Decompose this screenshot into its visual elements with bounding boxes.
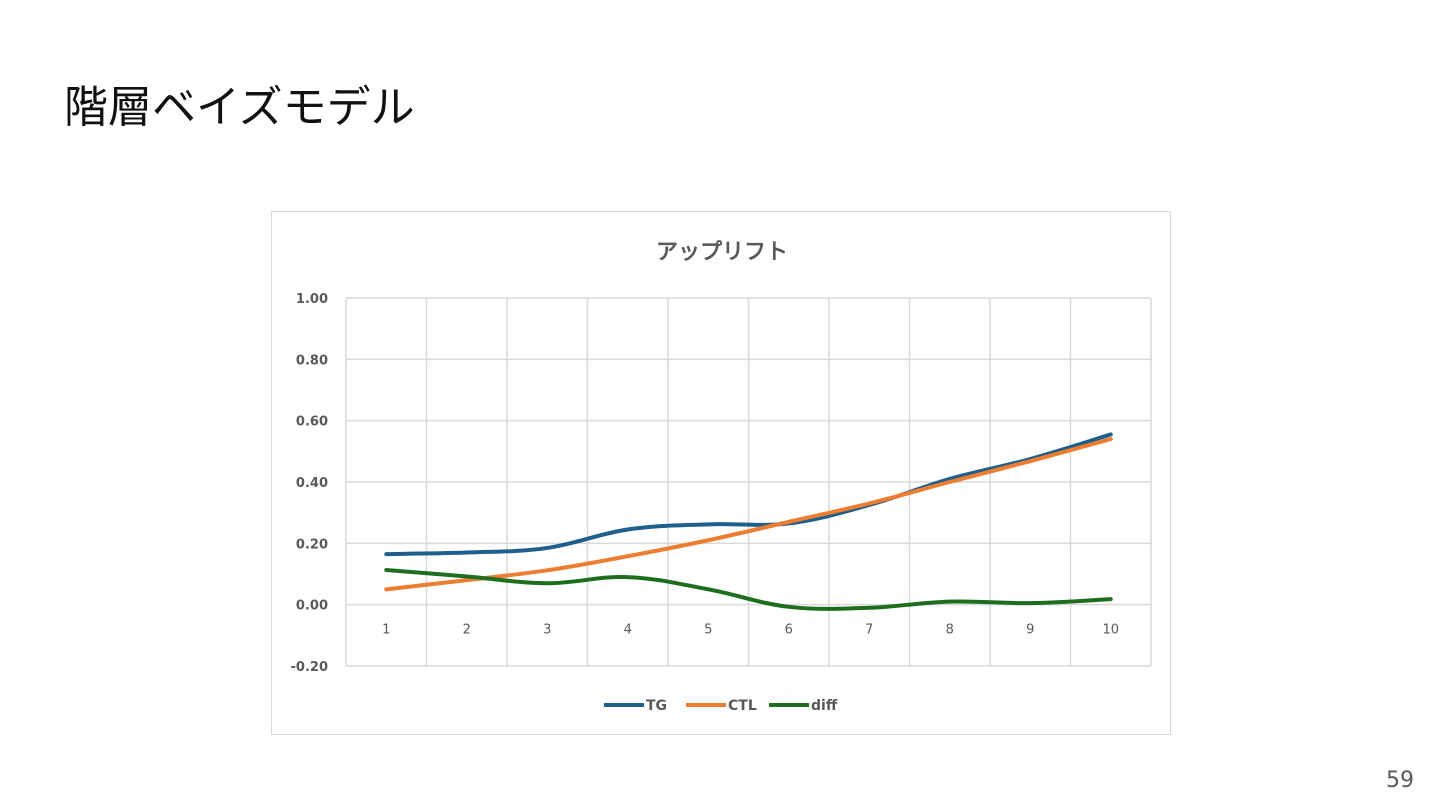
- grid-lines: [345, 297, 1152, 667]
- y-tick-label: 1.00: [296, 292, 328, 307]
- y-tick-label: 0.00: [296, 599, 328, 614]
- series-line-diff: [384, 568, 1113, 611]
- series-line-tg: [384, 432, 1113, 557]
- x-tick-label: 3: [543, 623, 551, 638]
- x-tick-label: 1: [382, 623, 390, 638]
- x-tick-label: 10: [1102, 623, 1119, 638]
- x-axis-ticks: 1 2 3 4 5 6 7 8 9 10: [382, 623, 1119, 638]
- x-tick-label: 5: [704, 623, 712, 638]
- x-tick-label: 8: [946, 623, 954, 638]
- x-tick-label: 2: [463, 623, 471, 638]
- uplift-line-chart: アップリフト 1.00 0.80 0.60 0.40 0.20 0.00 -0.20 1 2 3…: [291, 240, 1152, 714]
- chart-container: アップリフト 1.00 0.80 0.60 0.40 0.20 0.00 -0.20 1 2 3…: [271, 211, 1171, 735]
- series-line-ctl: [384, 437, 1113, 592]
- y-tick-label: 0.80: [296, 353, 328, 368]
- slide-title: 階層ベイズモデル: [64, 82, 415, 133]
- x-tick-label: 4: [624, 623, 632, 638]
- x-tick-label: 7: [865, 623, 873, 638]
- legend: TG CTL diff: [604, 698, 838, 714]
- y-tick-label: 0.20: [296, 537, 328, 552]
- y-axis-ticks: 1.00 0.80 0.60 0.40 0.20 0.00 -0.20: [291, 292, 328, 675]
- chart-title: アップリフト: [656, 240, 788, 265]
- x-tick-label: 9: [1026, 623, 1034, 638]
- y-tick-label: 0.40: [296, 476, 328, 491]
- legend-label-diff: diff: [811, 698, 838, 714]
- y-tick-label: -0.20: [291, 660, 328, 675]
- legend-label-ctl: CTL: [728, 698, 757, 714]
- page-number: 59: [1386, 768, 1414, 793]
- x-tick-label: 6: [785, 623, 793, 638]
- y-tick-label: 0.60: [296, 415, 328, 430]
- series-lines: [384, 432, 1113, 611]
- legend-label-tg: TG: [646, 698, 667, 714]
